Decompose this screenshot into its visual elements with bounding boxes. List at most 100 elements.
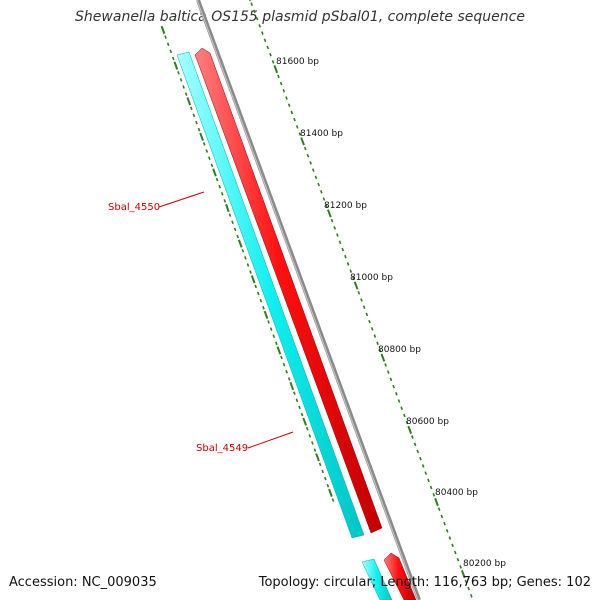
outer-ruler-tick bbox=[357, 291, 361, 295]
outer-ruler-tick bbox=[434, 497, 439, 507]
outer-ruler-tick bbox=[317, 182, 320, 187]
outer-ruler-tick bbox=[255, 16, 259, 21]
outer-ruler-tick bbox=[424, 471, 428, 475]
tick-label-81400: 81400 bp bbox=[300, 129, 343, 139]
inner-ruler-tick bbox=[257, 291, 260, 296]
outer-ruler-tick bbox=[269, 52, 272, 57]
outer-ruler-tick bbox=[419, 456, 422, 461]
inner-ruler-tick bbox=[182, 85, 185, 89]
outer-ruler-tick bbox=[362, 305, 366, 309]
inner-ruler-tick bbox=[328, 488, 333, 497]
outer-ruler-tick bbox=[389, 377, 393, 382]
outer-ruler-tick bbox=[405, 420, 409, 425]
inner-ruler-tick bbox=[249, 270, 252, 274]
inner-tick-guide bbox=[160, 25, 335, 502]
inner-ruler-tick bbox=[218, 184, 221, 189]
inner-ruler-tick bbox=[276, 346, 282, 355]
inner-ruler-tick bbox=[195, 120, 198, 125]
inner-ruler-tick bbox=[272, 334, 276, 338]
outer-ruler-tick bbox=[320, 190, 323, 194]
outer-ruler-tick bbox=[263, 38, 267, 43]
inner-ruler-tick bbox=[293, 391, 296, 395]
inner-ruler-tick bbox=[254, 284, 258, 289]
outer-ruler-tick bbox=[451, 543, 454, 548]
gene-sbal-4550-leader bbox=[158, 191, 205, 208]
inner-ruler-tick bbox=[202, 142, 206, 146]
topology-text: Topology: circular; Length: 116,763 bp; … bbox=[258, 575, 591, 590]
inner-ruler-tick bbox=[287, 377, 291, 381]
inner-ruler-tick bbox=[241, 248, 245, 253]
outer-ruler-tick bbox=[445, 529, 449, 533]
gene-sbal-4549-bar[interactable] bbox=[194, 47, 383, 534]
inner-ruler-tick bbox=[280, 355, 283, 360]
inner-ruler-tick bbox=[197, 127, 201, 132]
outer-ruler-tick bbox=[285, 96, 288, 100]
inner-ruler-tick bbox=[173, 61, 179, 70]
inner-ruler-tick bbox=[192, 113, 196, 118]
inner-ruler-tick bbox=[233, 227, 237, 232]
outer-ruler-tick bbox=[360, 298, 363, 302]
inner-ruler-tick bbox=[313, 448, 317, 452]
outer-ruler-tick bbox=[373, 334, 377, 338]
outer-ruler-tick bbox=[330, 218, 334, 223]
gene-label-sbal-4549[interactable]: Sbal_4549 bbox=[196, 443, 248, 454]
tick-label-80400: 80400 bp bbox=[435, 488, 478, 498]
outer-ruler-tick bbox=[376, 341, 379, 346]
inner-ruler-tick bbox=[323, 476, 327, 481]
outer-ruler-tick bbox=[470, 594, 473, 598]
inner-ruler-tick bbox=[295, 398, 299, 403]
gene-sbal-4549-leader bbox=[247, 431, 294, 449]
inner-ruler-tick bbox=[231, 220, 234, 225]
inner-ruler-tick bbox=[315, 453, 320, 462]
outer-ruler-tick bbox=[298, 132, 302, 136]
outer-ruler-tick bbox=[443, 521, 446, 526]
inner-ruler-tick bbox=[308, 434, 312, 438]
outer-ruler-tick bbox=[271, 60, 275, 64]
inner-ruler-tick bbox=[208, 156, 211, 160]
outer-ruler-tick bbox=[403, 413, 406, 418]
tick-label-80800: 80800 bp bbox=[378, 345, 421, 355]
outer-ruler-tick bbox=[413, 442, 417, 447]
outer-ruler-tick bbox=[309, 161, 312, 165]
gene-sbal-4550-bar[interactable] bbox=[176, 51, 365, 539]
gene-label-sbal-4550[interactable]: Sbal_4550 bbox=[108, 202, 160, 213]
outer-ruler-tick bbox=[464, 579, 468, 584]
outer-ruler-tick bbox=[440, 514, 444, 519]
inner-ruler-tick bbox=[160, 25, 166, 35]
outer-ruler-tick bbox=[400, 406, 403, 410]
inner-ruler-tick bbox=[220, 192, 224, 196]
outer-ruler-tick bbox=[314, 175, 318, 180]
outer-ruler-tick bbox=[392, 384, 395, 389]
outer-ruler-tick bbox=[353, 281, 359, 290]
outer-ruler-tick bbox=[258, 24, 262, 28]
outer-ruler-tick bbox=[370, 327, 374, 331]
inner-ruler-tick bbox=[250, 275, 256, 284]
inner-ruler-tick bbox=[246, 263, 250, 267]
inner-ruler-tick bbox=[331, 498, 335, 502]
gene-red-lower-bar[interactable] bbox=[383, 552, 417, 600]
outer-ruler-tick bbox=[459, 565, 462, 569]
outer-ruler-tick bbox=[273, 65, 279, 74]
outer-ruler-tick bbox=[429, 485, 433, 490]
outer-ruler-tick bbox=[333, 226, 337, 230]
inner-ruler-tick bbox=[300, 412, 304, 417]
outer-ruler-tick bbox=[327, 209, 332, 218]
inner-ruler-tick bbox=[177, 70, 180, 75]
outer-ruler-tick bbox=[437, 507, 441, 511]
outer-ruler-tick bbox=[368, 319, 371, 324]
outer-ruler-tick bbox=[460, 570, 466, 579]
inner-ruler-tick bbox=[285, 370, 288, 374]
outer-ruler-tick bbox=[293, 117, 296, 122]
inner-ruler-tick bbox=[259, 298, 263, 303]
outer-ruler-tick bbox=[341, 247, 345, 252]
outer-ruler-tick bbox=[416, 449, 420, 454]
outer-ruler-tick bbox=[290, 110, 294, 115]
outer-ruler-tick bbox=[386, 370, 390, 374]
tick-label-80600: 80600 bp bbox=[406, 417, 449, 427]
outer-ruler-tick bbox=[306, 153, 310, 158]
outer-ruler-tick bbox=[303, 146, 307, 151]
outer-ruler-tick bbox=[448, 536, 452, 540]
tick-label-81600: 81600 bp bbox=[276, 57, 319, 67]
gene-cyan-lower-bar[interactable] bbox=[361, 558, 393, 600]
